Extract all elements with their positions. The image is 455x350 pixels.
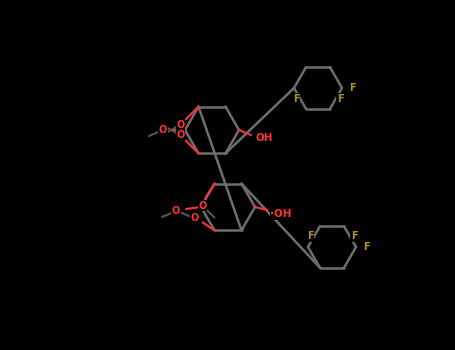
Text: O: O <box>177 131 185 140</box>
Text: O: O <box>190 214 199 223</box>
Text: F: F <box>351 231 357 241</box>
Text: F: F <box>307 231 313 241</box>
Text: OH: OH <box>255 133 273 143</box>
Text: O: O <box>172 206 180 216</box>
Text: O: O <box>198 201 207 211</box>
Text: F: F <box>363 242 369 252</box>
Text: F: F <box>349 83 355 93</box>
Text: F: F <box>293 94 299 104</box>
Text: O: O <box>177 120 185 130</box>
Text: ·OH: ·OH <box>270 209 292 219</box>
Text: F: F <box>337 94 344 104</box>
Text: O: O <box>159 125 167 135</box>
